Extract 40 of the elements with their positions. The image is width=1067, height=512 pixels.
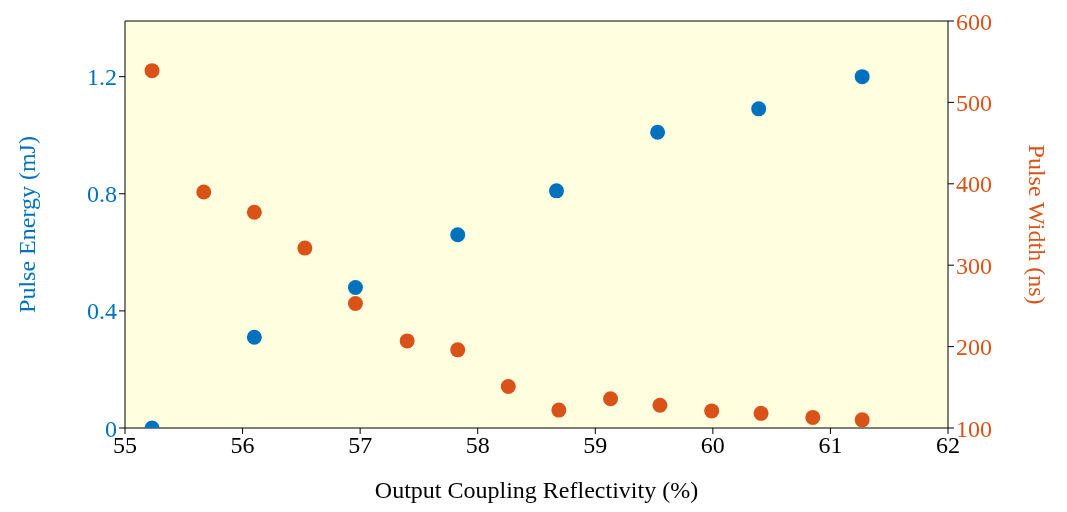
x-tick-label: 60 [700,432,725,459]
y2-axis-title: Pulse Width (ns) [1024,144,1051,305]
point [347,279,363,295]
point [246,204,262,220]
point [500,378,516,394]
point [246,329,262,345]
y2-tick-label: 200 [956,334,992,361]
y2-tick-label: 300 [956,252,992,279]
point [297,240,313,256]
point [704,403,720,419]
point [196,184,212,200]
x-tick-label: 57 [348,432,373,459]
y2-tick-label: 500 [956,89,992,116]
y-tick-label: 1.2 [87,64,117,91]
point [347,295,363,311]
x-tick-label: 59 [583,432,608,459]
x-tick-label: 61 [818,432,843,459]
point [450,342,466,358]
point [548,183,564,199]
point [603,391,619,407]
x-axis-title: Output Coupling Reflectivity (%) [374,477,699,503]
y-tick-label: 0.4 [87,298,117,325]
x-tick-label: 56 [230,432,255,459]
point [854,412,870,428]
point [650,124,666,140]
x-tick-label: 62 [936,432,960,459]
y2-tick-label: 600 [956,8,992,35]
point [399,333,415,349]
point [652,397,668,413]
point [854,69,870,85]
point [551,402,567,418]
point [144,63,160,79]
y-axis-title: Pulse Energy (mJ) [13,136,40,313]
y2-tick-label: 400 [956,171,992,198]
x-tick-label: 58 [465,432,490,459]
y-tick-label: 0.8 [87,181,117,208]
point [751,101,767,117]
point [450,227,466,243]
point [805,409,821,425]
point [753,405,769,421]
